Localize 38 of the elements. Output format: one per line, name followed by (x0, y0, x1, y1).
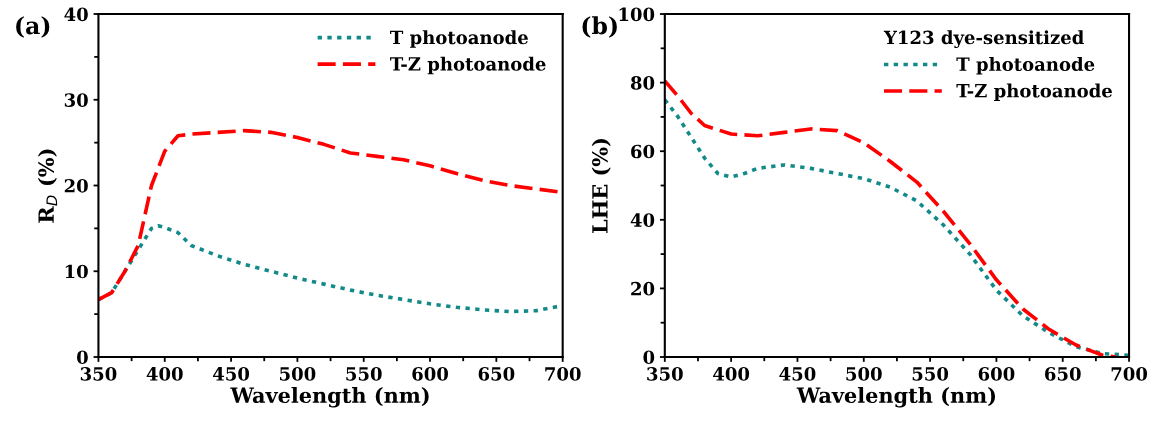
x-tick-label: 500 (280, 367, 316, 381)
x-tick-label: 600 (412, 367, 449, 381)
legend-title: Y123 dye-sensitized (883, 30, 1084, 49)
y-tick-label: 60 (631, 144, 655, 159)
x-tick-label: 450 (779, 367, 816, 381)
y-axis-title: LHE (%) (591, 139, 611, 234)
x-axis-title: Wavelength (nm) (796, 386, 996, 408)
x-tick-label: 350 (647, 367, 683, 381)
x-tick-label: 600 (978, 367, 1015, 381)
legend-label: T-Z photoanode (390, 56, 546, 75)
legend-label: T photoanode (956, 57, 1095, 75)
y-tick-label: 20 (64, 178, 88, 193)
x-tick-label: 350 (80, 367, 117, 381)
legend-label: T-Z photoanode (956, 83, 1112, 102)
x-tick-label: 700 (1111, 367, 1148, 381)
y-tick-label: 40 (64, 7, 88, 22)
x-tick-label: 650 (1045, 367, 1081, 381)
x-tick-label: 500 (846, 367, 882, 381)
y-tick-label: 10 (65, 264, 88, 279)
y-tick-label: 0 (643, 350, 655, 365)
x-tick-label: 400 (713, 367, 750, 381)
x-tick-label: 450 (212, 367, 250, 381)
x-tick-label: 550 (346, 367, 382, 381)
y-tick-label: 20 (631, 281, 655, 296)
y-tick-label: 30 (64, 93, 88, 107)
y-tick-label: 40 (630, 213, 655, 227)
x-tick-label: 700 (545, 367, 581, 381)
text: (a) (16, 16, 50, 38)
y-tick-label: 80 (630, 76, 655, 90)
x-axis-title: Wavelength (nm) (230, 386, 429, 408)
x-tick-label: 400 (146, 367, 183, 381)
y-axis-title: R$_{D}$ (%) (37, 149, 58, 223)
text: (b) (582, 16, 617, 38)
x-tick-label: 550 (912, 367, 949, 381)
x-tick-label: 650 (478, 367, 515, 381)
legend-label: T photoanode (390, 30, 528, 48)
y-tick-label: 0 (76, 350, 88, 365)
y-tick-label: 100 (619, 7, 655, 22)
